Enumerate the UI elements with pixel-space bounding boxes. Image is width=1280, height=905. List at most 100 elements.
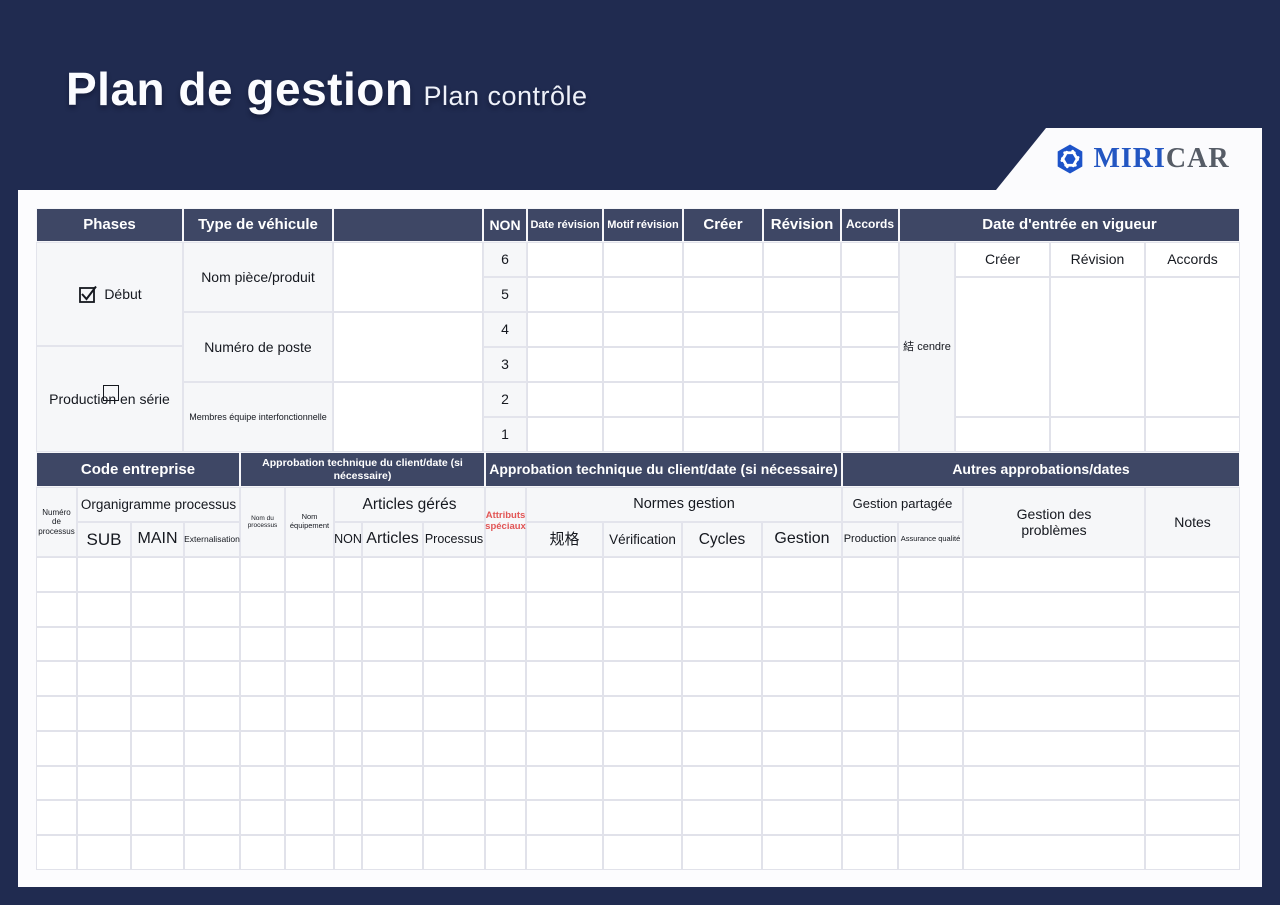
empty-cell[interactable] xyxy=(683,242,763,277)
empty-cell[interactable] xyxy=(898,835,963,870)
empty-cell[interactable] xyxy=(240,696,285,731)
empty-cell[interactable] xyxy=(526,696,603,731)
empty-cell[interactable] xyxy=(131,835,184,870)
empty-cell[interactable] xyxy=(955,277,1050,417)
empty-cell[interactable] xyxy=(285,592,334,627)
empty-cell[interactable] xyxy=(36,835,77,870)
empty-cell[interactable] xyxy=(333,312,483,382)
empty-cell[interactable] xyxy=(762,661,842,696)
empty-cell[interactable] xyxy=(603,835,682,870)
empty-cell[interactable] xyxy=(683,312,763,347)
empty-cell[interactable] xyxy=(683,382,763,417)
empty-cell[interactable] xyxy=(526,766,603,800)
empty-cell[interactable] xyxy=(184,592,240,627)
empty-cell[interactable] xyxy=(963,592,1145,627)
empty-cell[interactable] xyxy=(423,835,485,870)
empty-cell[interactable] xyxy=(334,696,362,731)
empty-cell[interactable] xyxy=(36,731,77,766)
empty-cell[interactable] xyxy=(362,835,423,870)
empty-cell[interactable] xyxy=(842,557,898,592)
empty-cell[interactable] xyxy=(526,661,603,696)
empty-cell[interactable] xyxy=(1145,800,1240,835)
empty-cell[interactable] xyxy=(1145,766,1240,800)
empty-cell[interactable] xyxy=(603,696,682,731)
empty-cell[interactable] xyxy=(362,661,423,696)
empty-cell[interactable] xyxy=(603,242,683,277)
empty-cell[interactable] xyxy=(334,766,362,800)
empty-cell[interactable] xyxy=(603,347,683,382)
empty-cell[interactable] xyxy=(898,800,963,835)
empty-cell[interactable] xyxy=(1145,277,1240,417)
empty-cell[interactable] xyxy=(485,696,526,731)
empty-cell[interactable] xyxy=(603,277,683,312)
empty-cell[interactable] xyxy=(842,661,898,696)
empty-cell[interactable] xyxy=(1145,417,1240,452)
empty-cell[interactable] xyxy=(334,627,362,661)
empty-cell[interactable] xyxy=(682,766,762,800)
empty-cell[interactable] xyxy=(240,592,285,627)
empty-cell[interactable] xyxy=(285,557,334,592)
empty-cell[interactable] xyxy=(526,800,603,835)
empty-cell[interactable] xyxy=(423,696,485,731)
empty-cell[interactable] xyxy=(603,557,682,592)
empty-cell[interactable] xyxy=(334,557,362,592)
empty-cell[interactable] xyxy=(682,835,762,870)
empty-cell[interactable] xyxy=(485,800,526,835)
empty-cell[interactable] xyxy=(334,731,362,766)
empty-cell[interactable] xyxy=(485,661,526,696)
empty-cell[interactable] xyxy=(77,627,131,661)
empty-cell[interactable] xyxy=(184,800,240,835)
empty-cell[interactable] xyxy=(77,592,131,627)
empty-cell[interactable] xyxy=(526,592,603,627)
empty-cell[interactable] xyxy=(240,557,285,592)
empty-cell[interactable] xyxy=(841,312,899,347)
empty-cell[interactable] xyxy=(603,731,682,766)
empty-cell[interactable] xyxy=(285,627,334,661)
empty-cell[interactable] xyxy=(1050,417,1145,452)
empty-cell[interactable] xyxy=(842,800,898,835)
empty-cell[interactable] xyxy=(1145,592,1240,627)
empty-cell[interactable] xyxy=(527,277,603,312)
empty-cell[interactable] xyxy=(36,592,77,627)
checked-checkbox-icon[interactable] xyxy=(77,283,99,305)
empty-cell[interactable] xyxy=(485,627,526,661)
empty-cell[interactable] xyxy=(526,835,603,870)
empty-cell[interactable] xyxy=(334,661,362,696)
empty-cell[interactable] xyxy=(682,661,762,696)
empty-cell[interactable] xyxy=(527,242,603,277)
empty-cell[interactable] xyxy=(526,731,603,766)
empty-cell[interactable] xyxy=(842,731,898,766)
empty-cell[interactable] xyxy=(423,557,485,592)
empty-cell[interactable] xyxy=(334,835,362,870)
empty-cell[interactable] xyxy=(77,661,131,696)
empty-cell[interactable] xyxy=(423,661,485,696)
empty-cell[interactable] xyxy=(77,766,131,800)
empty-cell[interactable] xyxy=(36,696,77,731)
empty-cell[interactable] xyxy=(763,312,841,347)
empty-cell[interactable] xyxy=(485,731,526,766)
empty-cell[interactable] xyxy=(77,696,131,731)
empty-cell[interactable] xyxy=(1145,696,1240,731)
empty-cell[interactable] xyxy=(362,557,423,592)
empty-cell[interactable] xyxy=(423,800,485,835)
empty-cell[interactable] xyxy=(131,800,184,835)
empty-cell[interactable] xyxy=(963,766,1145,800)
empty-cell[interactable] xyxy=(963,696,1145,731)
empty-cell[interactable] xyxy=(362,731,423,766)
empty-cell[interactable] xyxy=(285,800,334,835)
empty-cell[interactable] xyxy=(131,696,184,731)
empty-cell[interactable] xyxy=(527,347,603,382)
empty-cell[interactable] xyxy=(603,592,682,627)
empty-cell[interactable] xyxy=(362,592,423,627)
empty-cell[interactable] xyxy=(841,347,899,382)
empty-cell[interactable] xyxy=(963,800,1145,835)
empty-cell[interactable] xyxy=(682,627,762,661)
empty-cell[interactable] xyxy=(682,696,762,731)
empty-cell[interactable] xyxy=(362,627,423,661)
empty-cell[interactable] xyxy=(485,766,526,800)
empty-cell[interactable] xyxy=(842,592,898,627)
empty-cell[interactable] xyxy=(485,592,526,627)
empty-cell[interactable] xyxy=(184,766,240,800)
empty-cell[interactable] xyxy=(963,661,1145,696)
empty-cell[interactable] xyxy=(762,592,842,627)
